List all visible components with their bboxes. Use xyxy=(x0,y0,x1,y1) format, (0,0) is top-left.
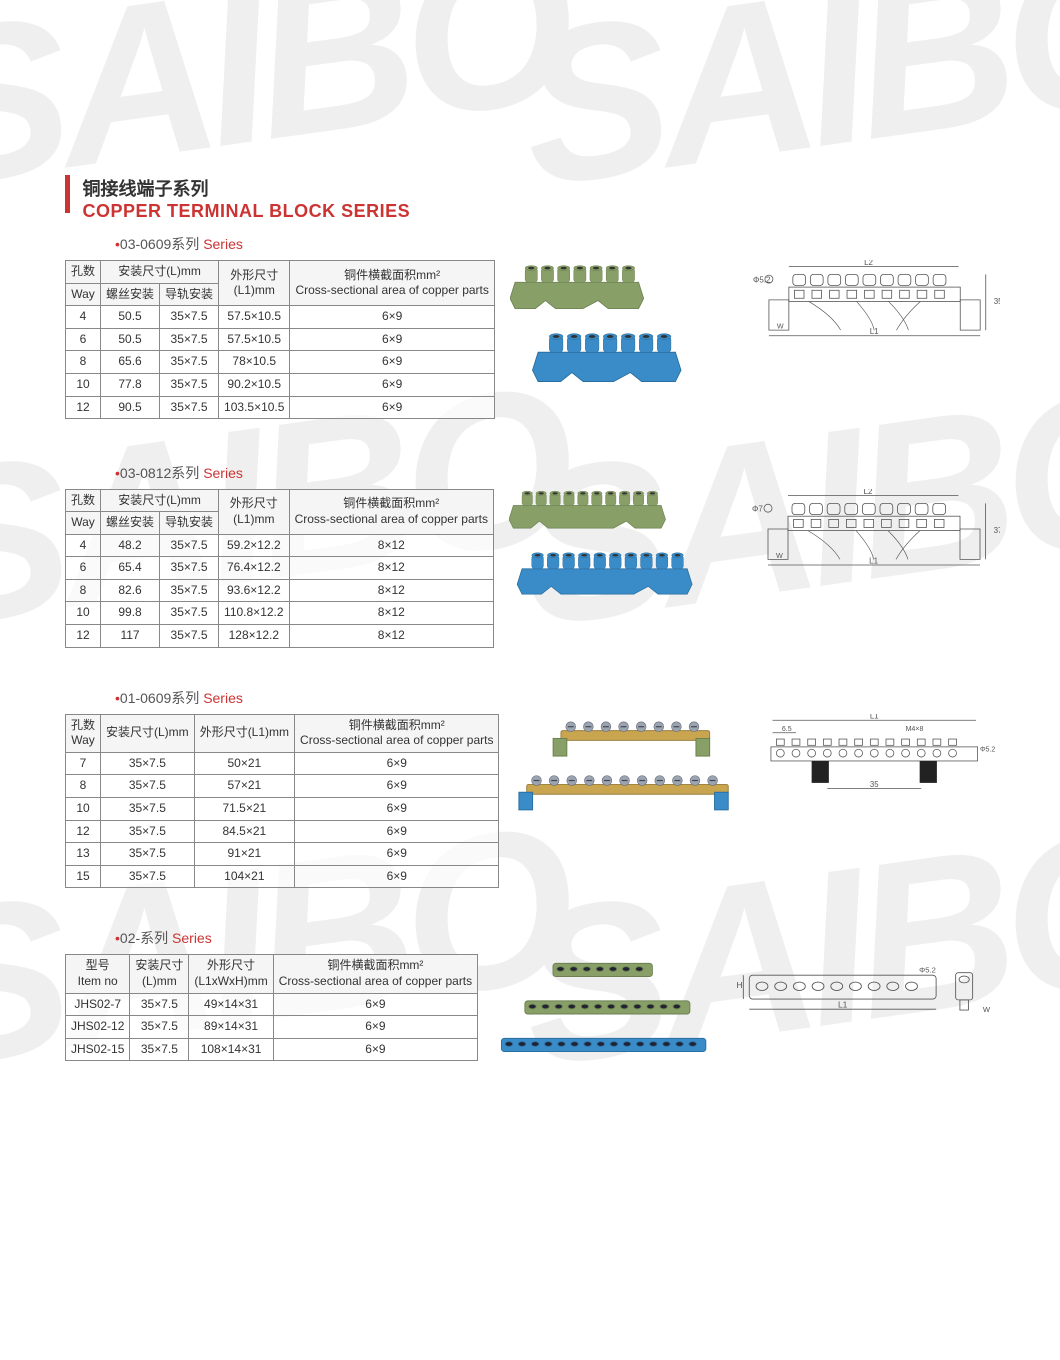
spec-table-1: 孔数安装尺寸(L)mm外形尺寸(L1)mm铜件横截面积mm²Cross-sect… xyxy=(65,489,494,648)
title-en: COPPER TERMINAL BLOCK SERIES xyxy=(82,201,410,222)
series-name-2: •01-0609系列 Series xyxy=(115,688,1000,708)
table-row: 882.635×7.593.6×12.28×12 xyxy=(66,579,494,602)
section-0: 孔数安装尺寸(L)mm外形尺寸(L1)mm铜件横截面积mm²Cross-sect… xyxy=(65,260,1000,423)
series-name-0: •03-0609系列 Series xyxy=(115,234,1000,254)
table-row: 450.535×7.557.5×10.56×9 xyxy=(66,306,495,329)
table-row: 448.235×7.559.2×12.28×12 xyxy=(66,534,494,557)
svg-text:Φ5.2: Φ5.2 xyxy=(919,966,936,975)
table-row: 1035×7.571.5×216×9 xyxy=(66,798,499,821)
svg-text:37: 37 xyxy=(994,526,1000,535)
product-image-0 xyxy=(495,260,735,423)
diagram-1: Φ7 L2 L1 W 37 xyxy=(734,489,1000,574)
table-row: 1211735×7.5128×12.28×12 xyxy=(66,625,494,648)
product-image-1 xyxy=(494,489,734,647)
product-image-2 xyxy=(499,714,739,836)
svg-text:L1: L1 xyxy=(870,714,879,721)
table-row: 835×7.557×216×9 xyxy=(66,775,499,798)
table-row: 1099.835×7.5110.8×12.28×12 xyxy=(66,602,494,625)
svg-text:Φ5.2: Φ5.2 xyxy=(980,746,995,753)
series-name-1: •03-0812系列 Series xyxy=(115,463,1000,483)
table-row: 1290.535×7.5103.5×10.56×9 xyxy=(66,396,495,419)
diagram-0: Φ5.2 L2 L1 W 35 xyxy=(735,260,1000,345)
section-2: 孔数Way安装尺寸(L)mm外形尺寸(L1)mm铜件横截面积mm²Cross-s… xyxy=(65,714,1000,889)
svg-text:L2: L2 xyxy=(864,260,873,267)
section-3: 型号Item no安装尺寸(L)mm外形尺寸(L1xWxH)mm铜件横截面积mm… xyxy=(65,954,1000,1081)
section-1: 孔数安装尺寸(L)mm外形尺寸(L1)mm铜件横截面积mm²Cross-sect… xyxy=(65,489,1000,648)
svg-text:M4×8: M4×8 xyxy=(906,726,924,733)
svg-text:6.5: 6.5 xyxy=(782,726,792,733)
table-row: 1535×7.5104×216×9 xyxy=(66,865,499,888)
svg-text:W: W xyxy=(983,1005,991,1014)
table-row: JHS02-1235×7.589×14×316×9 xyxy=(66,1016,478,1039)
table-row: 865.635×7.578×10.56×9 xyxy=(66,351,495,374)
spec-table-2: 孔数Way安装尺寸(L)mm外形尺寸(L1)mm铜件横截面积mm²Cross-s… xyxy=(65,714,499,889)
svg-text:L1: L1 xyxy=(870,327,879,336)
spec-table-0: 孔数安装尺寸(L)mm外形尺寸(L1)mm铜件横截面积mm²Cross-sect… xyxy=(65,260,495,419)
diagram-3: H Φ5.2 L1 W xyxy=(718,954,1000,1027)
table-row: 1077.835×7.590.2×10.56×9 xyxy=(66,373,495,396)
svg-text:35: 35 xyxy=(994,297,1000,306)
svg-text:L1: L1 xyxy=(869,556,878,565)
svg-text:35: 35 xyxy=(870,779,879,788)
table-row: JHS02-735×7.549×14×316×9 xyxy=(66,993,478,1016)
table-row: 1235×7.584.5×216×9 xyxy=(66,820,499,843)
product-image-3 xyxy=(478,954,718,1081)
table-row: 665.435×7.576.4×12.28×12 xyxy=(66,557,494,580)
page-title: 铜接线端子系列 COPPER TERMINAL BLOCK SERIES xyxy=(65,175,1000,222)
diagram-2: L1 6.5 M4×8 Φ5.2 35 xyxy=(739,714,1000,797)
svg-text:H: H xyxy=(737,980,743,990)
svg-text:Φ7: Φ7 xyxy=(752,504,763,513)
series-name-3: •02-系列 Series xyxy=(115,928,1000,948)
table-row: 650.535×7.557.5×10.56×9 xyxy=(66,328,495,351)
table-row: JHS02-1535×7.5108×14×316×9 xyxy=(66,1038,478,1061)
svg-text:W: W xyxy=(777,323,784,331)
svg-text:W: W xyxy=(776,550,783,559)
svg-text:L1: L1 xyxy=(838,1000,848,1010)
table-row: 735×7.550×216×9 xyxy=(66,752,499,775)
svg-text:L2: L2 xyxy=(864,489,873,496)
spec-table-3: 型号Item no安装尺寸(L)mm外形尺寸(L1xWxH)mm铜件横截面积mm… xyxy=(65,954,478,1061)
title-cn: 铜接线端子系列 xyxy=(82,175,410,201)
table-row: 1335×7.591×216×9 xyxy=(66,843,499,866)
